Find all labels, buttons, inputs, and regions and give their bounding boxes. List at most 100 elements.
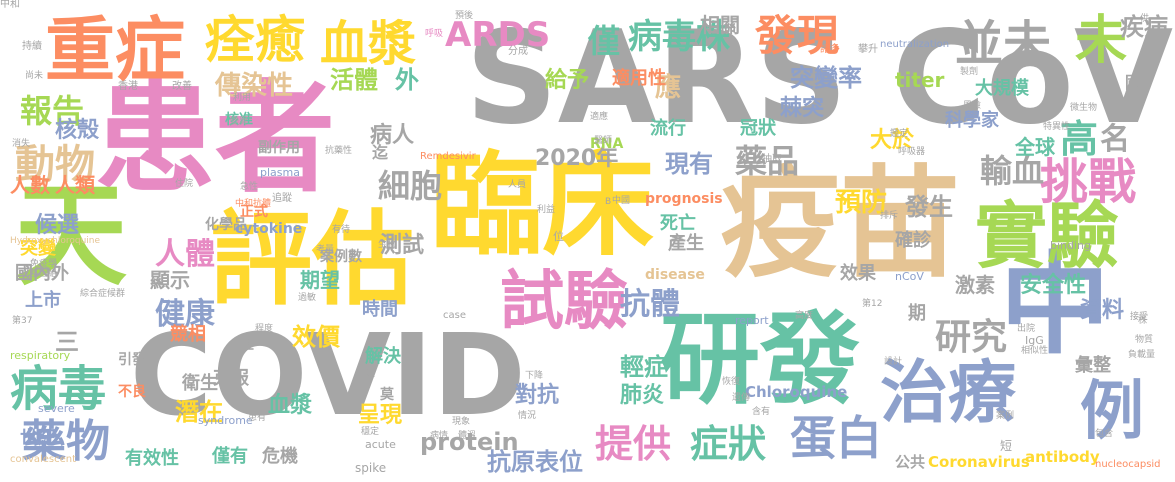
cloud-word: 醫師: [594, 136, 613, 146]
cloud-word: 穩定: [361, 427, 380, 437]
cloud-word: 研發: [660, 301, 860, 418]
cloud-word: 血漿: [268, 393, 313, 418]
cloud-word: 潛在: [175, 398, 223, 426]
cloud-word: acute: [365, 438, 396, 451]
cloud-word: 科學家: [945, 110, 999, 131]
cloud-word: 相關: [700, 13, 740, 37]
cloud-word: 治療: [880, 354, 1017, 433]
cloud-word: binding: [1050, 239, 1092, 252]
cloud-word: 供: [1140, 14, 1150, 24]
cloud-word: titer: [895, 68, 945, 92]
cloud-word: 激素: [955, 273, 995, 297]
cloud-word: protein: [420, 428, 519, 456]
cloud-word: 正式: [240, 204, 268, 220]
cloud-word: 預防: [835, 188, 888, 218]
cloud-word: 競相: [170, 324, 206, 345]
cloud-word: 細胞: [378, 167, 443, 205]
cloud-word: 人體: [155, 237, 215, 272]
cloud-word: 風險: [963, 101, 982, 111]
cloud-word: 微生物: [1070, 103, 1098, 113]
cloud-word: COVID: [130, 311, 526, 441]
cloud-word: 排斥: [880, 211, 899, 221]
cloud-word: 國內外: [15, 263, 69, 284]
cloud-word: 組: [366, 369, 376, 379]
cloud-word: 產生: [668, 233, 704, 254]
cloud-word: 克服: [213, 368, 249, 389]
cloud-word: 人員: [508, 180, 527, 190]
cloud-word: IgG: [1025, 334, 1044, 347]
cloud-word: 實驗: [975, 194, 1120, 278]
cloud-word: Hydroxychloroquine: [10, 236, 101, 246]
cloud-word: 抗藥性: [325, 146, 353, 156]
cloud-word: disease: [645, 267, 705, 283]
cloud-word: 莫: [380, 387, 394, 403]
cloud-word: 病毒株: [628, 17, 730, 57]
cloud-word: 症狀: [690, 422, 767, 466]
cloud-word: ARDS: [445, 15, 551, 55]
cloud-word: 公共: [895, 453, 926, 471]
cloud-word: 解決: [365, 346, 401, 367]
cloud-word: 引發: [118, 352, 146, 368]
cloud-word: 適用性: [612, 68, 666, 89]
cloud-word: spike: [355, 461, 387, 475]
cloud-word: Chloroquine: [745, 383, 848, 401]
cloud-word: 變異: [230, 117, 249, 127]
cloud-word: 情況: [518, 411, 537, 421]
cloud-word: 資料: [1080, 298, 1125, 323]
cloud-word: 疫苗: [720, 155, 960, 294]
cloud-word: 鑑定: [890, 129, 909, 139]
cloud-word: 第12: [862, 299, 883, 309]
cloud-word: 對抗: [515, 383, 560, 408]
cloud-word: 副作用: [258, 140, 300, 156]
cloud-word: 藥品: [735, 142, 800, 180]
cloud-word: 製劑: [960, 67, 979, 77]
cloud-word: 考量: [316, 245, 335, 255]
cloud-word: 持續: [22, 41, 42, 52]
cloud-word: 接受: [1130, 312, 1149, 322]
cloud-word: 給予: [545, 68, 590, 93]
cloud-word: 分成: [508, 46, 528, 57]
cloud-word: 痊癒: [205, 11, 305, 69]
cloud-word: 發生: [905, 193, 953, 221]
cloud-word: 尚未: [25, 71, 44, 81]
cloud-word: 全球: [1015, 135, 1055, 159]
cloud-word: 並未: [955, 16, 1052, 72]
cloud-word: 出院: [1017, 324, 1036, 334]
cloud-word: 改善: [172, 81, 192, 92]
cloud-word: 病人: [370, 123, 415, 148]
cloud-word: 名: [1100, 122, 1130, 157]
cloud-word: syndrome: [198, 414, 253, 427]
cloud-word: 免疫學: [30, 259, 58, 269]
cloud-word: nCoV: [895, 270, 924, 283]
cloud-word: 冠狀: [740, 118, 776, 139]
cloud-word: 現有: [665, 150, 713, 178]
cloud-word: 動物: [15, 142, 95, 188]
cloud-word: 研究: [935, 317, 1008, 358]
cloud-word: 安全性: [1020, 273, 1087, 298]
cloud-word: 適應: [590, 112, 609, 122]
cloud-word: 相似性: [1021, 346, 1049, 356]
cloud-word: 未: [1075, 11, 1128, 71]
cloud-word: 負載量: [1128, 350, 1156, 360]
cloud-word: 短: [1000, 439, 1013, 453]
cloud-word: 流行: [650, 118, 686, 139]
cloud-word: 健康: [155, 297, 215, 332]
cloud-word: 候選: [35, 213, 80, 238]
cloud-word: 香港: [118, 81, 138, 92]
cloud-word: 案例: [996, 411, 1015, 421]
cloud-word: 外: [395, 66, 419, 94]
cloud-word: 核准: [225, 112, 253, 128]
cloud-word: 測試: [380, 233, 425, 258]
cloud-word: 有效性: [125, 448, 179, 469]
cloud-word: RNA: [590, 136, 624, 152]
cloud-word: 急性: [240, 182, 259, 192]
cloud-word: prognosis: [645, 191, 723, 207]
cloud-word: 中和抗體: [235, 199, 272, 209]
cloud-word: 抗體: [620, 287, 680, 322]
cloud-word: 案例數: [320, 249, 362, 265]
cloud-word: SARS CoV: [465, 4, 1174, 153]
cloud-word: 高度: [795, 311, 814, 321]
cloud-word: plasma: [260, 166, 300, 179]
cloud-word: 追蹤: [272, 193, 292, 204]
cloud-word: 效價: [292, 323, 340, 351]
